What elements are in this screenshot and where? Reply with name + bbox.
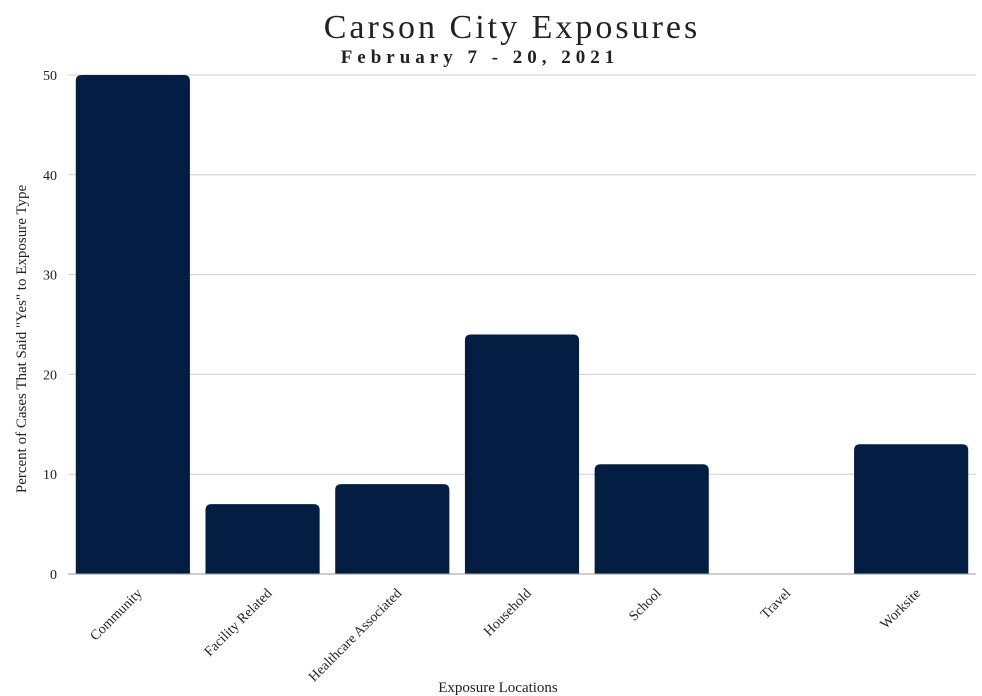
y-axis-ticks: 0 10 20 30 40 50 <box>43 69 57 583</box>
x-axis-label: Exposure Locations <box>438 680 558 696</box>
y-tick-label: 10 <box>43 468 57 483</box>
y-tick-label: 20 <box>43 368 57 383</box>
bar-school <box>594 464 709 574</box>
bar-community <box>75 75 190 574</box>
x-tick-label: Facility Related <box>202 586 276 660</box>
y-tick-label: 0 <box>50 568 57 583</box>
x-tick-label: Travel <box>758 586 794 622</box>
bar-household <box>464 334 580 574</box>
chart-subtitle: February 7 - 20, 2021 <box>341 47 620 68</box>
bar-facility-related <box>205 504 320 574</box>
bars <box>75 75 969 574</box>
y-axis-label: Percent of Cases That Said "Yes" to Expo… <box>14 185 30 494</box>
y-tick-label: 50 <box>43 69 57 84</box>
x-tick-label: Household <box>481 586 535 640</box>
gridlines <box>68 74 976 475</box>
bar-healthcare-associated <box>335 484 450 574</box>
y-tick-label: 40 <box>43 169 57 184</box>
x-tick-label: Worksite <box>878 586 924 632</box>
x-tick-label: Community <box>88 586 146 644</box>
x-tick-label: Healthcare Associated <box>306 586 405 685</box>
x-tick-label: School <box>626 586 664 624</box>
x-axis-ticks: Community Facility Related Healthcare Asso… <box>88 586 924 685</box>
chart-title: Carson City Exposures <box>324 9 701 46</box>
y-tick-label: 30 <box>43 269 57 284</box>
bar-worksite <box>854 444 969 574</box>
